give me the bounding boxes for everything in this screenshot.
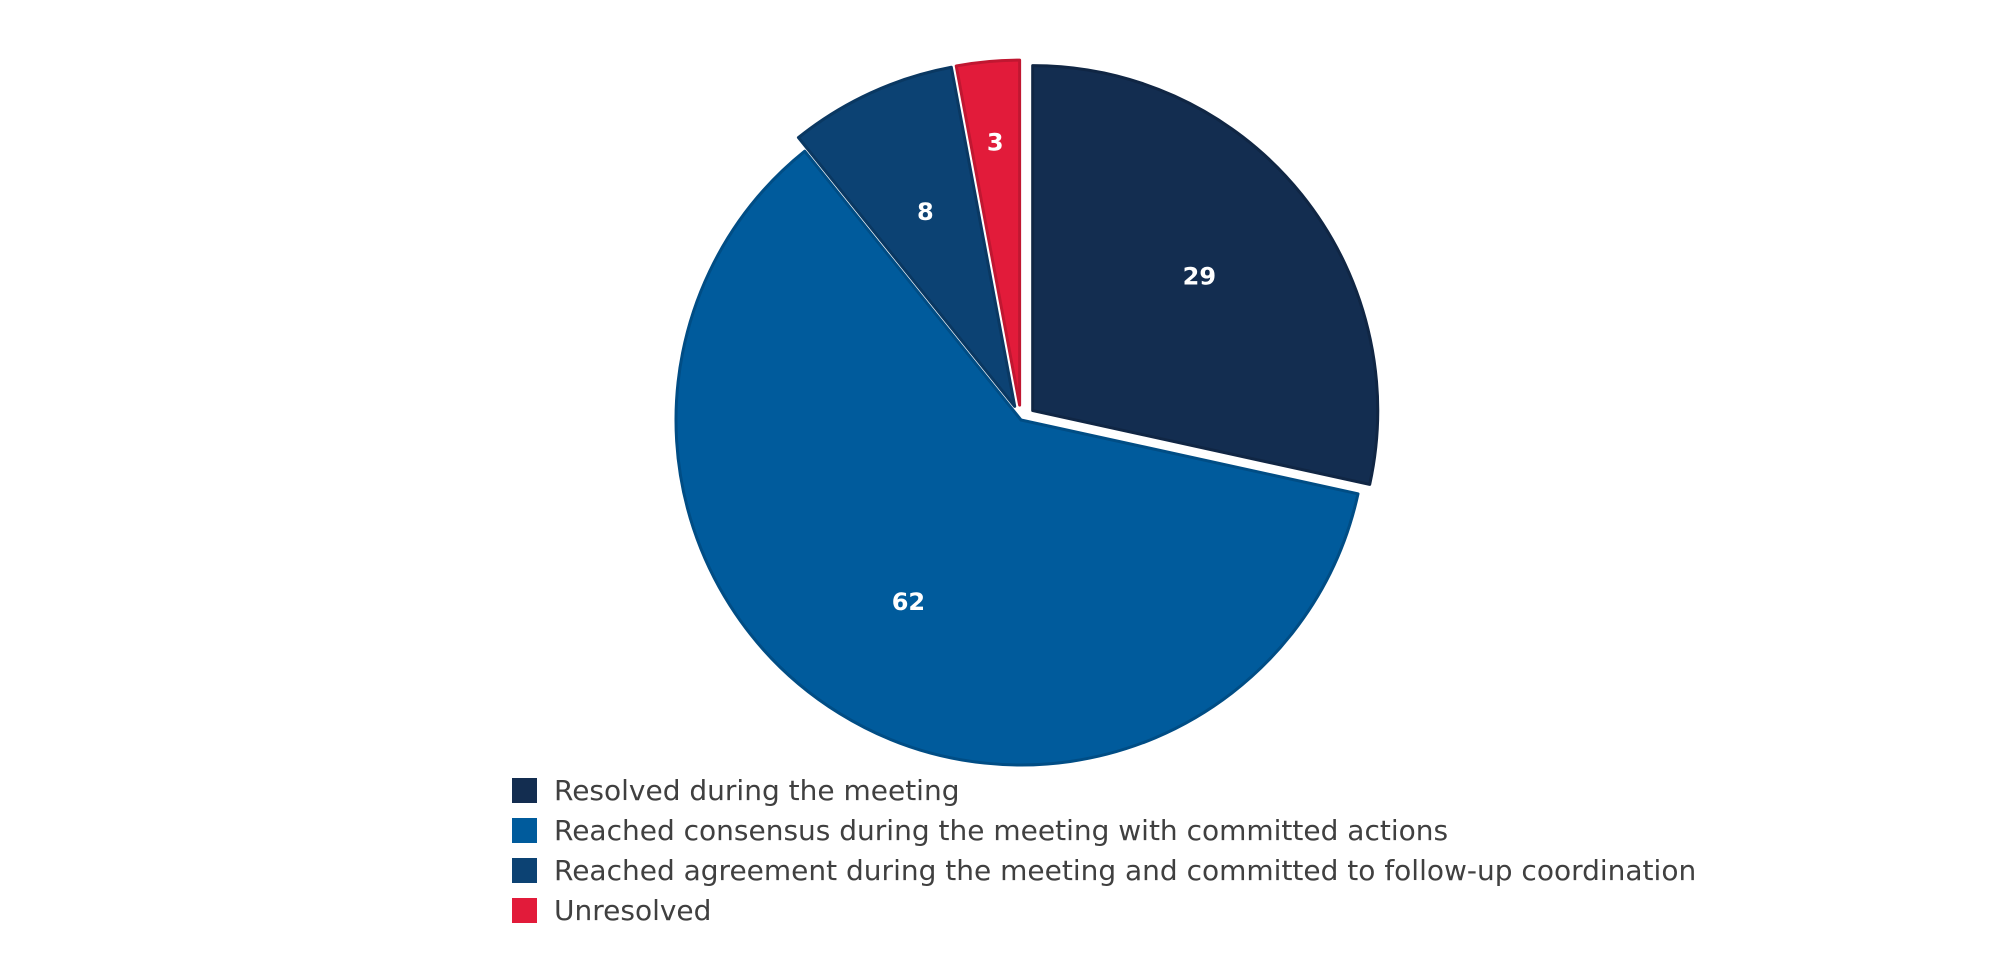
- data-label-resolved-during-the-meeting: 29: [1183, 262, 1216, 290]
- legend-item-unresolved: Unresolved: [512, 890, 1696, 930]
- legend-item-reached-consensus-during-the-meeting-with-committed-actions: Reached consensus during the meeting wit…: [512, 810, 1696, 850]
- legend-swatch: [512, 857, 537, 883]
- legend-item-reached-agreement-during-the-meeting-and-committed-to-follow-up-coordination: Reached agreement during the meeting and…: [512, 850, 1696, 890]
- legend-label: Unresolved: [554, 893, 712, 927]
- pie-slice-resolved-during-the-meeting: [1031, 64, 1380, 486]
- data-label-reached-agreement-during-the-meeting-and-committed-to-follow-up-coordination: 8: [917, 198, 934, 226]
- pie-slice-reached-consensus-during-the-meeting-with-committed-actions: [674, 149, 1360, 767]
- legend-label: Reached consensus during the meeting wit…: [554, 813, 1449, 847]
- pie-slices: [674, 58, 1380, 767]
- legend-swatch: [512, 817, 537, 843]
- legend-label: Reached agreement during the meeting and…: [554, 853, 1697, 887]
- pie-data-labels: 29 62 8 3: [892, 128, 1216, 616]
- legend-swatch: [512, 897, 537, 923]
- chart-legend: Resolved during the meeting Reached conse…: [512, 770, 1696, 930]
- legend-label: Resolved during the meeting: [554, 773, 960, 807]
- data-label-reached-consensus-during-the-meeting-with-committed-actions: 62: [892, 588, 925, 616]
- pie-slice-unresolved: [954, 58, 1022, 407]
- data-label-unresolved: 3: [987, 128, 1004, 156]
- pie-slice-reached-agreement-during-the-meeting-and-committed-to-follow-up-coordination: [796, 65, 1017, 408]
- legend-swatch: [512, 777, 537, 803]
- legend-item-resolved-during-the-meeting: Resolved during the meeting: [512, 770, 1696, 810]
